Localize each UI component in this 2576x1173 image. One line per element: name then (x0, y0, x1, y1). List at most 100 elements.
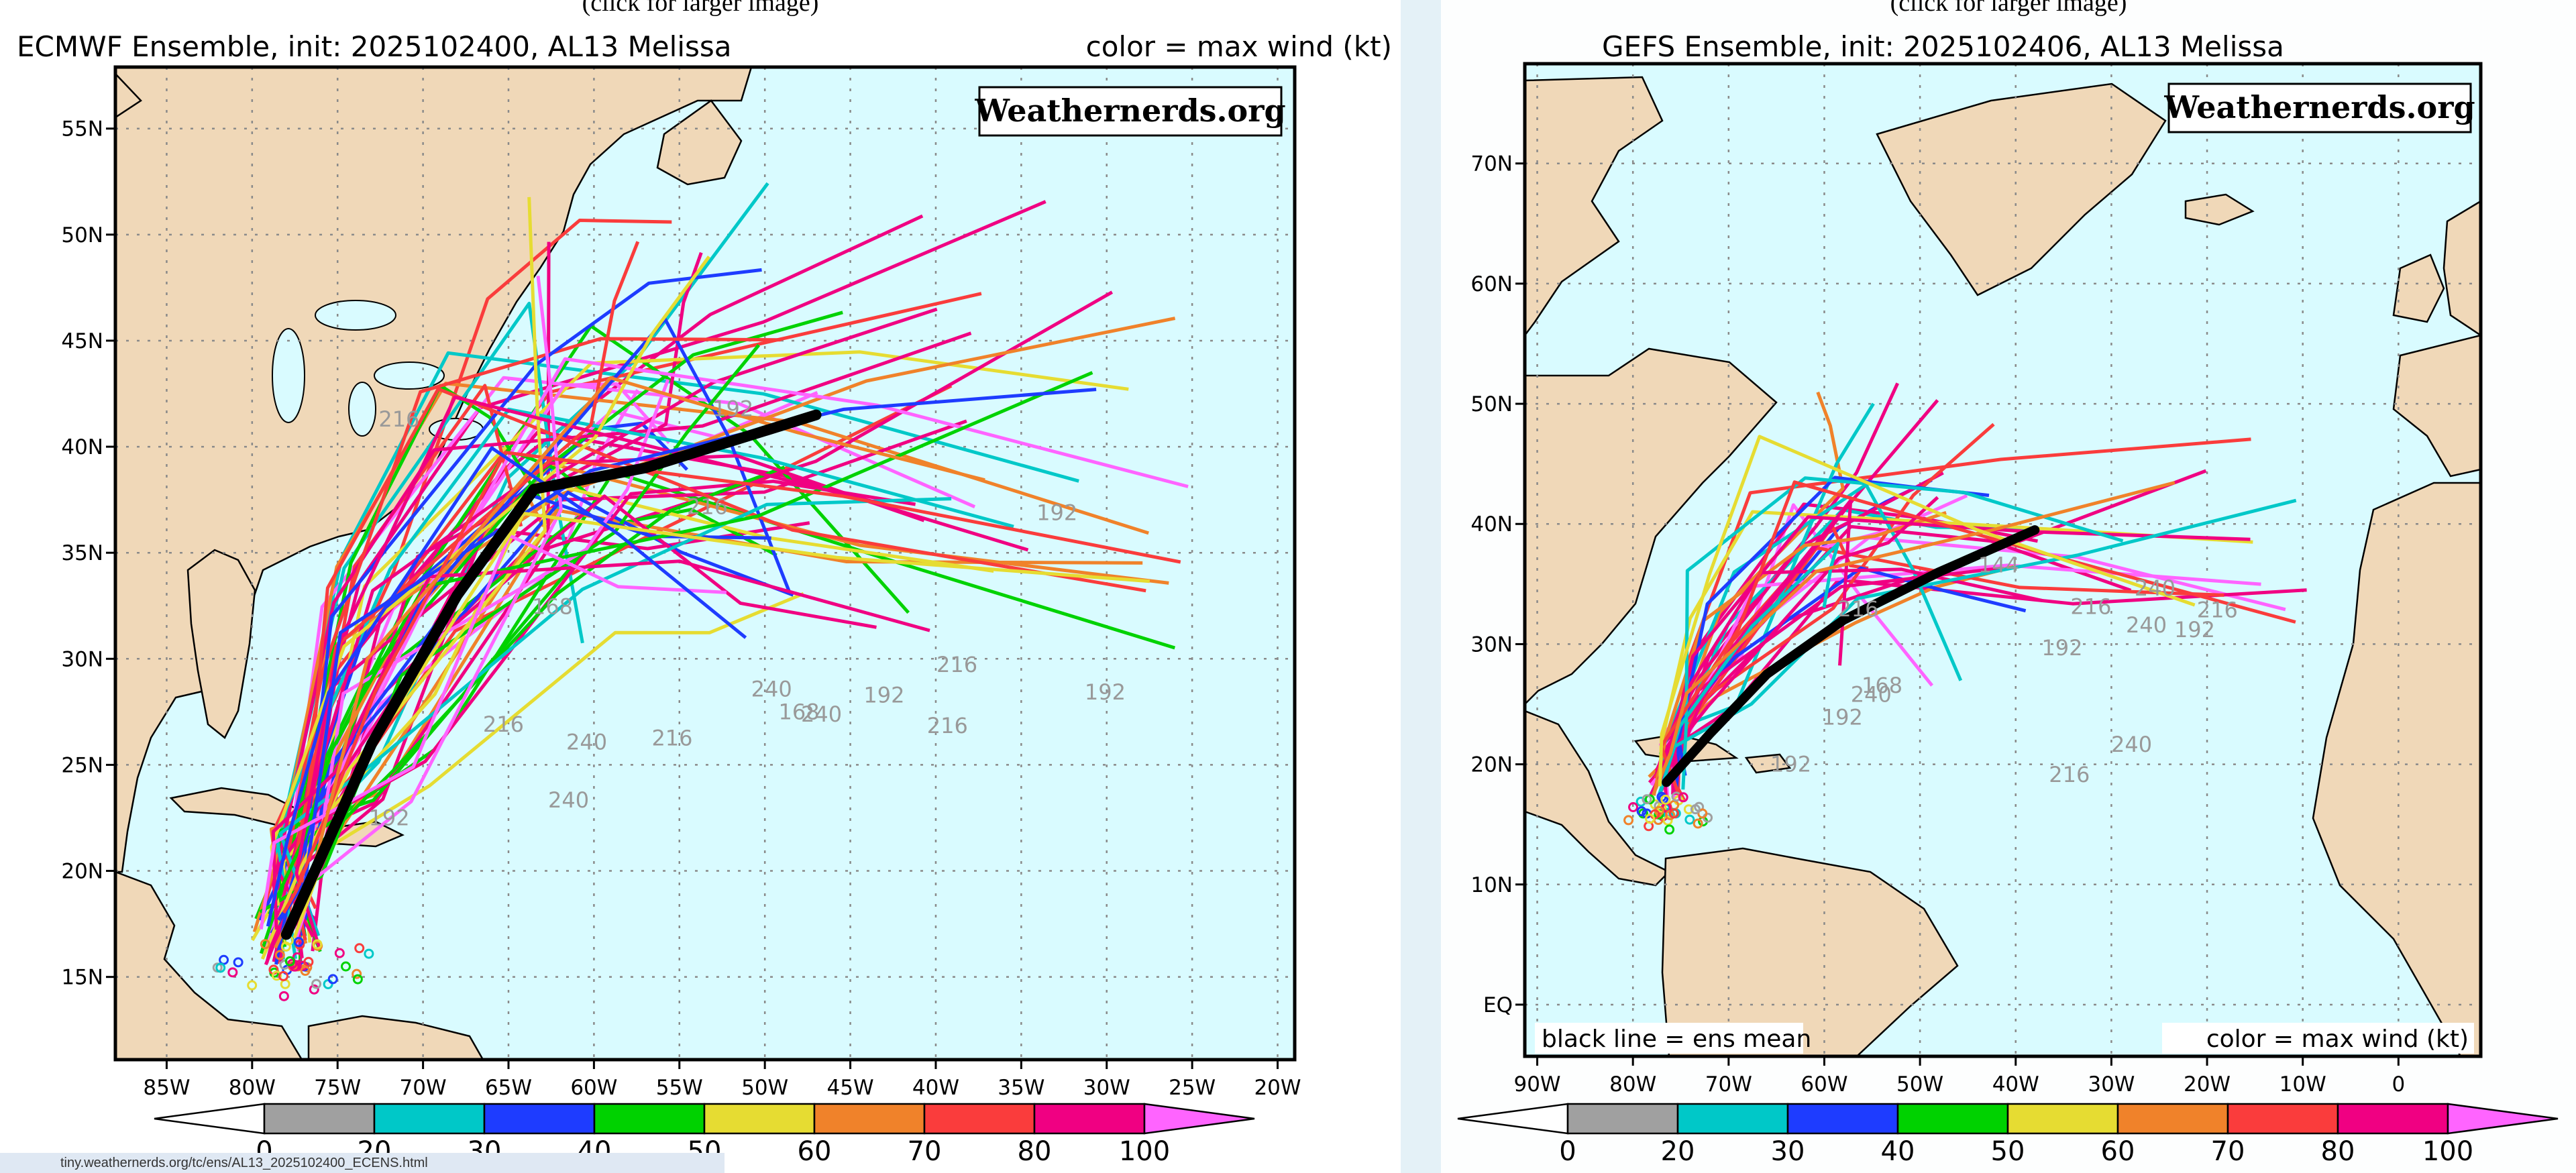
latitude-labels: 55N 50N 45N 40N 35N 30N 25N 20N 15N (61, 117, 103, 990)
newfoundland-island (656, 99, 743, 186)
ensemble-mean-track (1662, 525, 2040, 787)
latitude-label: 60N (1470, 272, 1513, 296)
ensemble-mean-track (280, 409, 822, 940)
colorbar-segment (2006, 1103, 2119, 1135)
canadian-arctic (1523, 76, 1664, 338)
forecast-hour-label: 216 (651, 725, 692, 750)
forecast-hour-label: 192 (1822, 704, 1863, 730)
longitude-label: 40W (912, 1076, 959, 1100)
click-for-larger-note[interactable]: (click for larger image) (1890, 0, 2127, 17)
latitude-label: 30N (1470, 632, 1513, 657)
longitude-label: 75W (314, 1076, 361, 1100)
watermark-logo: Weathernerds.org (974, 86, 1286, 137)
gefs-ensemble-panel[interactable]: (click for larger image) GEFS Ensemble, … (1441, 0, 2576, 1173)
longitude-labels: 90W 80W 70W 60W 50W 40W 30W 20W 10W 0 (1513, 1072, 2405, 1097)
gefs-track-map[interactable]: GEFS Ensemble, init: 2025102406, AL13 Me… (1441, 0, 2576, 1173)
wind-colorbar: 0 20 30 40 50 60 70 80 100 (154, 1103, 1255, 1167)
ensemble-member-track (265, 454, 925, 964)
colorbar-threshold-label: 60 (2101, 1136, 2135, 1167)
forecast-hour-label: 216 (483, 712, 524, 737)
click-for-larger-note[interactable]: (click for larger image) (582, 0, 819, 17)
forecast-hour-label: 216 (2070, 594, 2111, 620)
forecast-hour-label: 168 (778, 700, 819, 725)
north-america-landmass (114, 66, 753, 873)
latitude-label: 45N (61, 329, 103, 353)
mexico-central-america (1523, 710, 1671, 887)
forecast-hour-label: 192 (2174, 617, 2215, 643)
longitude-label: 55W (656, 1076, 703, 1100)
longitude-label: 25W (1169, 1076, 1216, 1100)
status-url-bar: tiny.weathernerds.org/tc/ens/AL13_202510… (0, 1153, 724, 1173)
longitude-label: 35W (998, 1076, 1044, 1100)
colorbar-threshold-label: 40 (1881, 1136, 1915, 1167)
latitude-labels: 70N 60N 50N 40N 30N 20N 10N EQ (1470, 152, 1513, 1017)
forecast-hour-label: 240 (2126, 612, 2167, 638)
forecast-hour-label: 192 (1085, 679, 1126, 705)
ecmwf-track-map[interactable]: ECMWF Ensemble, init: 2025102400, AL13 M… (0, 0, 1401, 1173)
great-lakes (272, 300, 484, 441)
colorbar-threshold-label: 80 (2321, 1136, 2355, 1167)
forecast-hour-label: 192 (1770, 751, 1811, 777)
colorbar-segment (1457, 1103, 1569, 1135)
iceland (2184, 193, 2255, 226)
colorbar-segment (813, 1103, 926, 1135)
ensemble-member-track (276, 388, 1097, 921)
latitude-label: 70N (1470, 152, 1513, 176)
colorbar-segment (154, 1103, 266, 1135)
ensemble-member-tracks (1623, 382, 2307, 835)
colorbar-segment (703, 1103, 816, 1135)
colorbar-segment (1033, 1103, 1146, 1135)
latitude-label: 50N (1470, 392, 1513, 416)
map-title: GEFS Ensemble, init: 2025102406, AL13 Me… (1602, 30, 2284, 63)
longitude-label: 60W (1801, 1072, 1847, 1097)
british-isles (2392, 254, 2445, 323)
ensemble-member-track (1651, 481, 2176, 796)
forecast-hour-label: 216 (1837, 596, 1878, 622)
colorbar-segment (2116, 1103, 2229, 1135)
forecast-hour-label: 240 (548, 787, 589, 813)
colorbar-threshold-label: 100 (1119, 1136, 1170, 1167)
ecmwf-ensemble-panel[interactable]: (click for larger image) ECMWF Ensemble,… (0, 0, 1401, 1173)
wind-colorbar: 0 20 30 40 50 60 70 80 100 (1457, 1103, 2559, 1167)
colorbar-segment (1566, 1103, 1679, 1135)
ensemble-member-track (259, 534, 727, 930)
colorbar-segment (1143, 1103, 1255, 1135)
ensemble-member-track (1654, 498, 1853, 772)
forecast-hour-label: 240 (566, 729, 607, 755)
forecast-hour-label: 192 (712, 396, 753, 422)
forecast-hour-label: 192 (2041, 635, 2082, 661)
latitude-label: 25N (61, 753, 103, 777)
latitude-label: 50N (61, 223, 103, 247)
forecast-hour-label: 216 (2197, 598, 2238, 623)
forecast-hour-label: 240 (2135, 575, 2176, 601)
latitude-label: 55N (61, 117, 103, 142)
colorbar-segment (2226, 1103, 2339, 1135)
ensemble-member-track (1659, 480, 2296, 799)
forecast-hour-label: 192 (863, 682, 904, 708)
latitude-label: 20N (61, 860, 103, 884)
ensemble-member-track (1671, 496, 1939, 795)
longitude-label: 20W (1254, 1076, 1301, 1100)
latitude-label: 35N (61, 541, 103, 565)
ensemble-member-track (266, 446, 747, 927)
forecast-hour-label: 216 (927, 713, 968, 738)
forecast-hour-label: 192 (1036, 500, 1077, 526)
latitude-label: 10N (1470, 873, 1513, 897)
longitude-label: 60W (570, 1076, 617, 1100)
colorbar-segment (923, 1103, 1036, 1135)
forecast-hour-label: 144 (1978, 553, 2019, 578)
lat-lon-gridlines (1515, 64, 2481, 1066)
hispaniola-island (1744, 753, 1792, 774)
longitude-label: 70W (1705, 1072, 1752, 1097)
colorbar-segment (483, 1103, 596, 1135)
ensemble-mean-note: black line = ens mean (1535, 1023, 1811, 1054)
longitude-label: 40W (1992, 1072, 2039, 1097)
ensemble-member-track (274, 407, 1014, 959)
latitude-label: 40N (1470, 512, 1513, 537)
map-title: ECMWF Ensemble, init: 2025102400, AL13 M… (17, 30, 731, 63)
colorbar-threshold-label: 70 (908, 1136, 942, 1167)
colorbar-threshold-label: 50 (1991, 1136, 2025, 1167)
longitude-labels: 85W 80W 75W 70W 65W 60W 55W 50W 45W 40W 35W 30W 25W 2… (143, 1076, 1301, 1100)
colorbar-segment (263, 1103, 376, 1135)
north-america-landmass (1523, 347, 1778, 707)
